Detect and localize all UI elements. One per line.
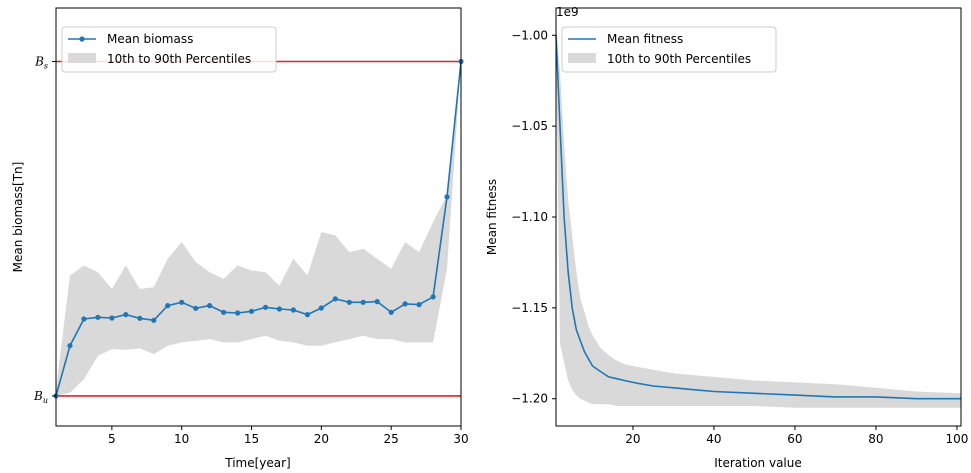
- x-tick-label: 20: [314, 432, 329, 446]
- data-point: [235, 310, 241, 316]
- x-tick-label: 40: [706, 432, 721, 446]
- y-axis-ticks-left: Bu Bs: [33, 55, 56, 405]
- x-axis-label-left: Time[year]: [224, 456, 291, 470]
- data-point: [416, 302, 422, 308]
- data-point: [123, 312, 129, 318]
- data-point: [109, 315, 115, 321]
- x-tick-label: 15: [244, 432, 259, 446]
- data-point: [179, 299, 185, 305]
- mean-fitness-series: [555, 35, 961, 400]
- legend-box: [61, 26, 277, 73]
- legend-label-mean-biomass: Mean biomass: [107, 32, 193, 46]
- data-point: [207, 303, 213, 309]
- data-point: [444, 194, 450, 200]
- x-tick-label: 30: [453, 432, 468, 446]
- x-tick-label: 10: [174, 432, 189, 446]
- x-axis-ticks-left: 5 10 15 20 25 30: [108, 426, 469, 446]
- data-point: [360, 299, 366, 305]
- legend-right: Mean fitness 10th to 90th Percentiles: [561, 26, 777, 73]
- legend-left: Mean biomass 10th to 90th Percentiles: [61, 26, 277, 73]
- percentile-band-right: [556, 26, 961, 408]
- data-point: [402, 301, 408, 307]
- x-tick-label: 60: [787, 432, 802, 446]
- y-tick-label: −1.00: [511, 28, 548, 42]
- y-tick-label: −1.20: [511, 392, 548, 406]
- legend-box: [561, 26, 777, 73]
- x-tick-label: 80: [868, 432, 883, 446]
- mean-biomass-series: [53, 58, 464, 399]
- legend-label-mean-fitness: Mean fitness: [607, 32, 683, 46]
- mean-fitness-line: [555, 35, 961, 400]
- data-point: [290, 307, 296, 313]
- data-point: [67, 343, 73, 349]
- data-point: [276, 306, 282, 312]
- x-tick-label: 25: [384, 432, 399, 446]
- data-point: [430, 294, 436, 300]
- data-point: [81, 316, 87, 322]
- y-axis-label-right: Mean fitness: [485, 179, 499, 255]
- legend-label-percentiles: 10th to 90th Percentiles: [607, 52, 751, 66]
- percentile-band: [556, 26, 961, 408]
- y-tick-label: −1.15: [511, 301, 548, 315]
- y-axis-ticks-right: −1.00 −1.05 −1.10 −1.15 −1.20: [511, 28, 556, 406]
- data-point: [318, 305, 324, 311]
- x-tick-label: 5: [108, 432, 116, 446]
- data-point: [165, 303, 171, 309]
- y-offset-text: 1e9: [556, 5, 579, 19]
- data-point: [193, 305, 199, 311]
- data-point: [304, 312, 310, 318]
- percentile-band: [56, 61, 461, 396]
- legend-band-swatch: [68, 53, 96, 63]
- data-point: [137, 315, 143, 321]
- x-tick-label: 20: [625, 432, 640, 446]
- chart-right: 20 40 60 80 100 −1.00 −1.05 −1.10 −1.15 −1.20 1e…: [485, 5, 968, 470]
- data-point: [151, 317, 157, 323]
- y-tick-label: −1.05: [511, 119, 548, 133]
- data-point: [95, 314, 101, 320]
- legend-band-swatch: [568, 53, 596, 63]
- y-tick-label: Bu: [33, 389, 48, 405]
- data-point: [262, 304, 269, 310]
- data-point: [346, 299, 352, 305]
- plot-frame-left: [55, 7, 462, 427]
- y-axis-label-left: Mean biomass[Tn]: [11, 162, 25, 273]
- x-axis-ticks-right: 20 40 60 80 100: [625, 426, 968, 446]
- data-point: [221, 309, 227, 315]
- y-tick-label: −1.10: [511, 210, 548, 224]
- data-point: [388, 309, 394, 315]
- x-tick-label: 100: [945, 432, 968, 446]
- legend-label-percentiles: 10th to 90th Percentiles: [107, 52, 251, 66]
- chart-left: 5 10 15 20 25 30 Bu Bs Time[year] Mean biomass…: [11, 7, 469, 470]
- y-tick-label: Bs: [34, 55, 48, 71]
- data-point: [248, 308, 255, 314]
- x-axis-label-right: Iteration value: [714, 456, 802, 470]
- data-point: [332, 296, 338, 302]
- percentile-band-left: [56, 61, 461, 396]
- legend-marker-swatch: [79, 36, 85, 42]
- data-point: [374, 299, 380, 305]
